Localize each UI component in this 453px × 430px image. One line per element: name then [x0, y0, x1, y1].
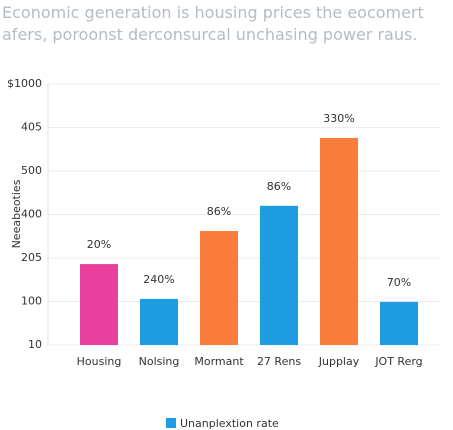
- x-tick-label: JOT Rerg: [374, 355, 422, 368]
- bar-annotation: 330%: [323, 112, 354, 125]
- bar-annotation: 70%: [387, 276, 411, 289]
- bar: [80, 264, 118, 345]
- y-tick-label: 400: [21, 208, 42, 221]
- legend-label: Unanplextion rate: [180, 417, 279, 430]
- y-tick-label: 405: [21, 121, 42, 134]
- y-tick-label: 100: [21, 295, 42, 308]
- bar: [380, 301, 418, 345]
- bar-annotation: 20%: [87, 238, 111, 251]
- chart-title: Economic generation is housing prices th…: [2, 3, 424, 22]
- chart-title: afers, poroonst derconsurcal unchasing p…: [2, 25, 417, 44]
- y-axis-label: Neeabeoties: [10, 179, 23, 248]
- bar-annotation: 240%: [143, 273, 174, 286]
- y-tick-label: $1000: [7, 77, 42, 90]
- x-tick-label: Mormant: [194, 355, 244, 368]
- x-tick-label: Jupplay: [318, 355, 360, 368]
- bar: [320, 137, 358, 345]
- bar: [200, 231, 238, 345]
- bar-annotation: 86%: [267, 180, 291, 193]
- x-tick-label: 27 Rens: [257, 355, 301, 368]
- legend-swatch: [166, 418, 176, 428]
- x-tick-label: Nolsing: [139, 355, 180, 368]
- bar-annotation: 86%: [207, 205, 231, 218]
- y-tick-label: 10: [28, 338, 42, 351]
- bar: [140, 298, 178, 345]
- y-tick-label: 500: [21, 164, 42, 177]
- y-tick-label: 205: [21, 251, 42, 264]
- x-tick-label: Housing: [77, 355, 122, 368]
- bar: [260, 205, 298, 345]
